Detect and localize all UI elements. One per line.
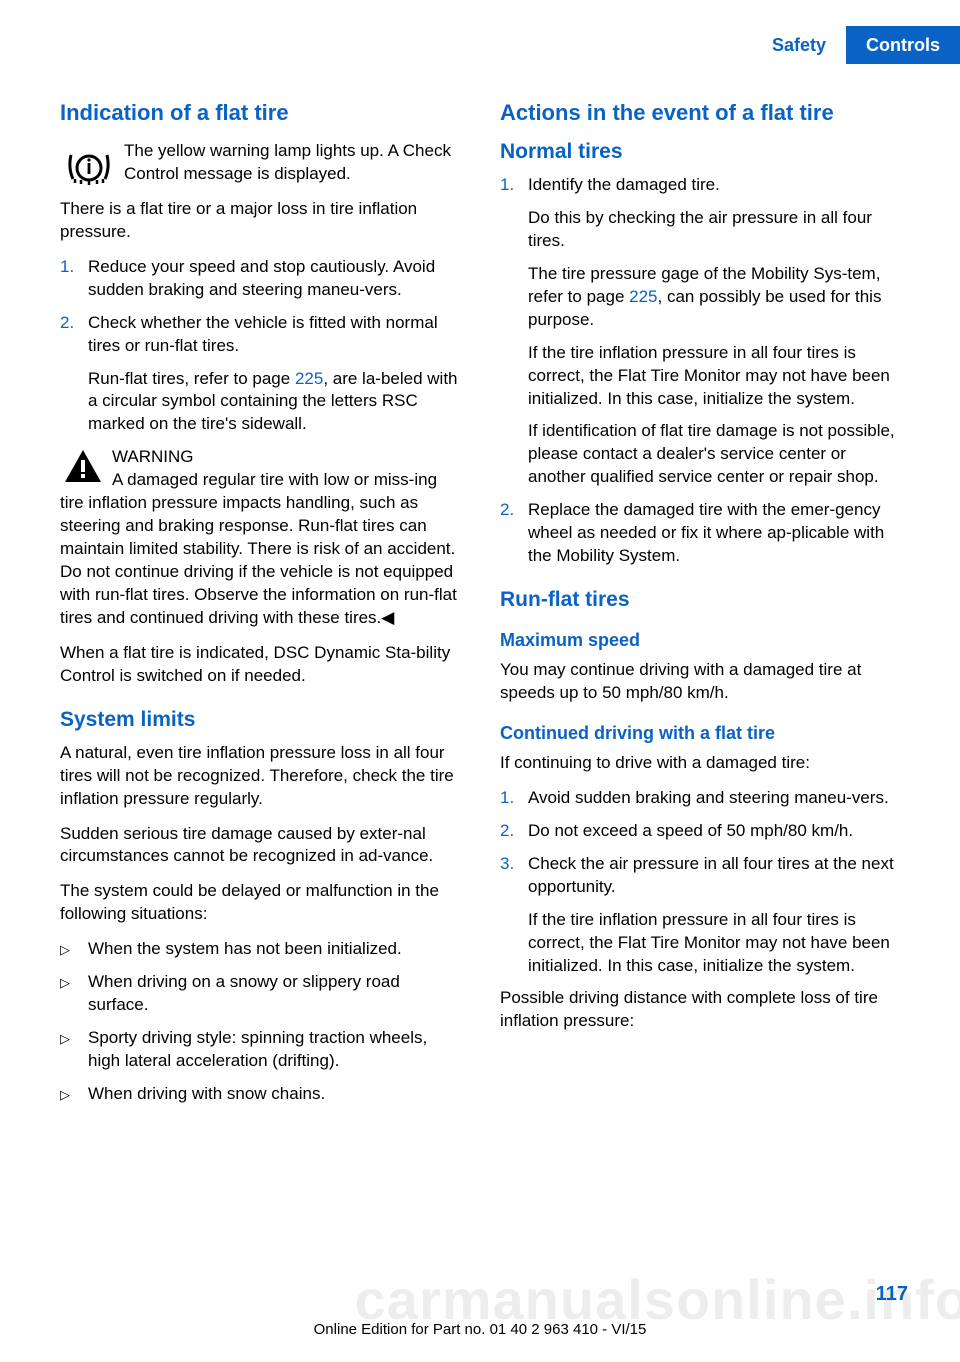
n1a: Identify the damaged tire. [528,174,900,197]
step-body: Identify the damaged tire. Do this by ch… [528,174,900,489]
cont-step-1: 1. Avoid sudden braking and steering man… [500,787,900,810]
header-tab-safety: Safety [752,26,846,64]
heading-system-limits: System limits [60,708,460,732]
bullet-2: ▷When driving on a snowy or slippery roa… [60,971,460,1017]
step-number: 2. [500,499,528,568]
right-column: Actions in the event of a flat tire Norm… [500,100,900,1116]
limits-bullets: ▷When the system has not been initialize… [60,938,460,1106]
normal-step-2: 2. Replace the damaged tire with the eme… [500,499,900,568]
heading-max-speed: Maximum speed [500,630,900,651]
bullet-text: Sporty driving style: spinning traction … [88,1027,460,1073]
step-body: Do not exceed a speed of 50 mph/80 km/h. [528,820,900,843]
n1b: Do this by checking the air pressure in … [528,207,900,253]
continued-steps: 1. Avoid sudden braking and steering man… [500,787,900,978]
page-ref-link[interactable]: 225 [629,287,657,306]
cont-step-2: 2. Do not exceed a speed of 50 mph/80 km… [500,820,900,843]
normal-steps: 1. Identify the damaged tire. Do this by… [500,174,900,568]
page-ref-link[interactable]: 225 [295,369,323,388]
intro-block: The yellow warning lamp lights up. A Che… [60,140,460,256]
step-number: 2. [60,312,88,437]
limits-p1: A natural, even tire inflation pressure … [60,742,460,811]
n1e: If identification of flat tire damage is… [528,420,900,489]
limits-p2: Sudden serious tire damage caused by ext… [60,823,460,869]
footer-text: Online Edition for Part no. 01 40 2 963 … [0,1321,960,1338]
intro-para-1: The yellow warning lamp lights up. A Che… [60,140,460,186]
flat-tire-warning-icon [60,140,118,190]
heading-run-flat: Run-flat tires [500,588,900,612]
n1d: If the tire inflation pressure in all fo… [528,342,900,411]
bullet-marker-icon: ▷ [60,1083,88,1106]
heading-normal-tires: Normal tires [500,140,900,164]
warning-icon [60,446,106,486]
text: Run-flat tires, refer to page [88,369,295,388]
warning-block: WARNING A damaged regular tire with low … [60,446,460,642]
step-1: 1. Reduce your speed and stop cautiously… [60,256,460,302]
page-number: 117 [876,1283,908,1306]
heading-continued: Continued driving with a flat tire [500,723,900,744]
step-body: Avoid sudden braking and steering maneu‐… [528,787,900,810]
bullet-3: ▷Sporty driving style: spinning traction… [60,1027,460,1073]
step-2b: Run-flat tires, refer to page 225, are l… [88,368,460,437]
bullet-text: When driving on a snowy or slippery road… [88,971,460,1017]
step-2: 2. Check whether the vehicle is fitted w… [60,312,460,437]
step-2a: Check whether the vehicle is fitted with… [88,312,460,358]
page-body: Indication of a flat tire The yellow war… [60,100,900,1116]
limits-p3: The system could be delayed or malfuncti… [60,880,460,926]
after-warning-para: When a flat tire is indicated, DSC Dynam… [60,642,460,688]
max-speed-para: You may continue driving with a damaged … [500,659,900,705]
bullet-marker-icon: ▷ [60,971,88,1017]
step-number: 1. [60,256,88,302]
header: Safety Controls [752,26,960,64]
bullet-1: ▷When the system has not been initialize… [60,938,460,961]
warning-body: A damaged regular tire with low or miss‐… [60,470,457,627]
continued-intro: If continuing to drive with a damaged ti… [500,752,900,775]
bullet-marker-icon: ▷ [60,938,88,961]
normal-step-1: 1. Identify the damaged tire. Do this by… [500,174,900,489]
step-number: 2. [500,820,528,843]
n1c: The tire pressure gage of the Mobility S… [528,263,900,332]
c3a: Check the air pressure in all four tires… [528,853,900,899]
header-tab-controls: Controls [846,26,960,64]
heading-actions: Actions in the event of a flat tire [500,100,900,126]
indication-steps: 1. Reduce your speed and stop cautiously… [60,256,460,437]
c3b: If the tire inflation pressure in all fo… [528,909,900,978]
step-body: Reduce your speed and stop cautiously. A… [88,256,460,302]
cont-step-3: 3. Check the air pressure in all four ti… [500,853,900,978]
tail-para: Possible driving distance with complete … [500,987,900,1033]
bullet-4: ▷When driving with snow chains. [60,1083,460,1106]
bullet-marker-icon: ▷ [60,1027,88,1073]
bullet-text: When driving with snow chains. [88,1083,460,1106]
warning-label: WARNING [112,447,194,466]
heading-indication: Indication of a flat tire [60,100,460,126]
warning-text: WARNING A damaged regular tire with low … [60,446,460,630]
step-number: 1. [500,787,528,810]
left-column: Indication of a flat tire The yellow war… [60,100,460,1116]
step-number: 1. [500,174,528,489]
bullet-text: When the system has not been initialized… [88,938,460,961]
intro-para-2: There is a flat tire or a major loss in … [60,198,460,244]
step-number: 3. [500,853,528,978]
step-body: Check whether the vehicle is fitted with… [88,312,460,437]
step-body: Replace the damaged tire with the emer‐g… [528,499,900,568]
step-body: Check the air pressure in all four tires… [528,853,900,978]
